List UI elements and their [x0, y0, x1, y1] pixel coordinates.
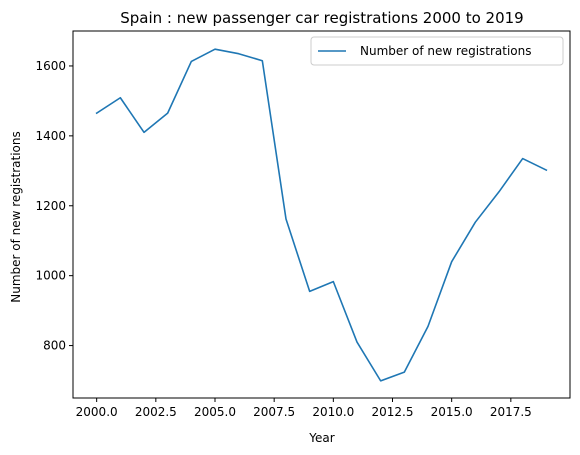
x-axis-label: Year — [308, 431, 334, 445]
series-line — [95, 48, 548, 382]
ticks-layer: 2000.0 2002.5 2005.0 2007.5 2010.0 2012.5 2015… — [35, 59, 531, 419]
series-layer — [95, 48, 548, 382]
legend-box — [310, 36, 564, 66]
y-axis-label: Number of new registrations — [9, 131, 23, 303]
x-tick-label: 2005.0 — [194, 405, 236, 419]
y-tick-label: 800 — [43, 339, 66, 353]
plot-frame — [72, 30, 571, 399]
x-tick-label: 2015.0 — [431, 405, 473, 419]
x-tick-label: 2010.0 — [312, 405, 354, 419]
x-tick-label: 2012.5 — [372, 405, 414, 419]
y-tick-label: 1200 — [35, 199, 66, 213]
x-tick-label: 2000.0 — [76, 405, 118, 419]
y-tick-label: 1400 — [35, 129, 66, 143]
x-tick-label: 2017.5 — [490, 405, 532, 419]
chart-title: Spain : new passenger car registrations … — [120, 9, 523, 27]
legend: Number of new registrations — [310, 36, 564, 66]
x-tick-label: 2007.5 — [253, 405, 295, 419]
y-tick-label: 1000 — [35, 269, 66, 283]
y-tick-label: 1600 — [35, 59, 66, 73]
legend-label: Number of new registrations — [360, 44, 532, 58]
x-tick-label: 2002.5 — [135, 405, 177, 419]
